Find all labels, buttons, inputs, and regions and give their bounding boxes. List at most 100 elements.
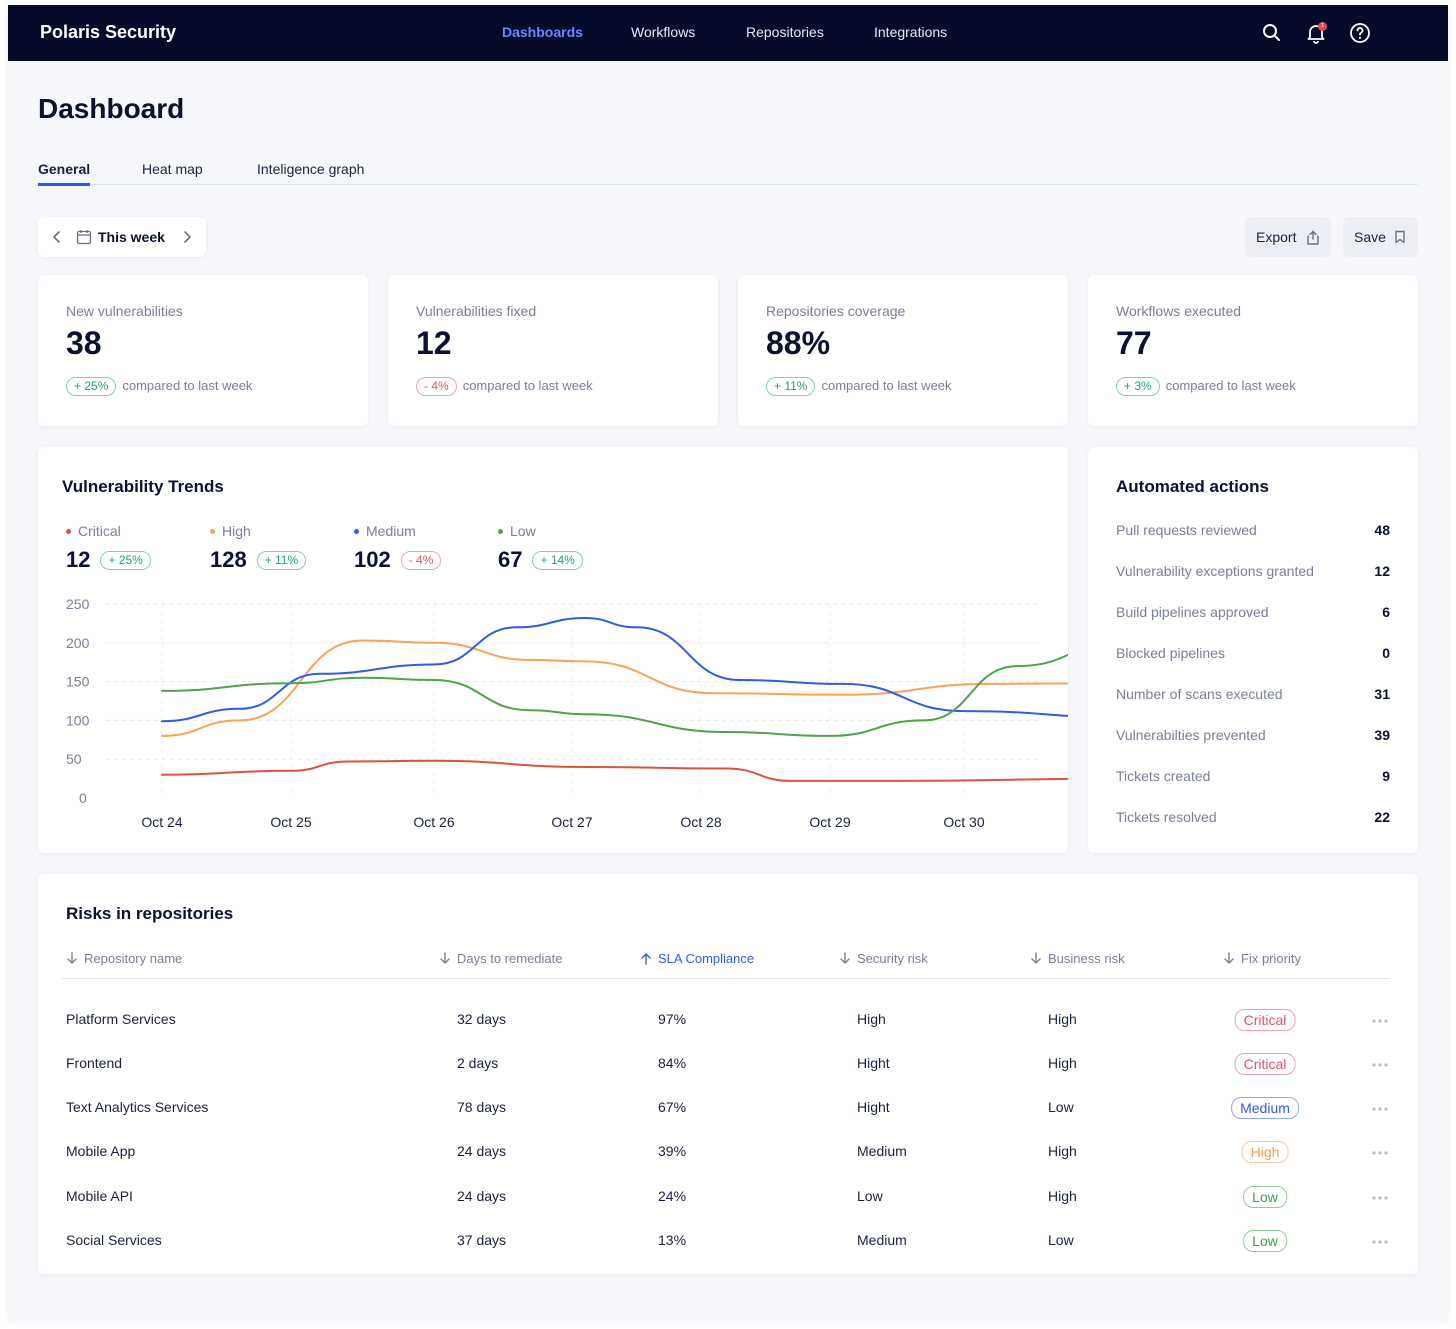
tab-general[interactable]: General	[38, 161, 91, 186]
legend-name: Critical	[78, 523, 121, 539]
action-row: Vulnerability exceptions granted 12	[1116, 563, 1390, 583]
brand-logo[interactable]: Polaris Security	[40, 22, 177, 42]
export-button-label: Export	[1256, 229, 1297, 245]
more-options-icon[interactable]	[1370, 1099, 1390, 1119]
x-tick-label: Oct 26	[413, 814, 454, 830]
security-risk-cell: Low	[857, 1188, 883, 1204]
save-button[interactable]: Save	[1343, 217, 1418, 257]
period-selector: This week	[38, 217, 206, 257]
column-header-days-to-remediate[interactable]: Days to remediate	[439, 951, 563, 966]
column-header-business-risk[interactable]: Business risk	[1030, 951, 1125, 966]
vulnerability-trends-card: Vulnerability Trends Critical 12 + 25% Hi…	[38, 447, 1068, 853]
y-tick-label: 50	[66, 751, 82, 767]
chevron-left-icon[interactable]	[50, 229, 64, 245]
tab-intelligence-graph[interactable]: Inteligence graph	[257, 161, 365, 177]
column-header-fix-priority[interactable]: Fix priority	[1223, 951, 1301, 966]
legend-medium[interactable]: Medium 102 - 4%	[354, 523, 442, 573]
action-label: Number of scans executed	[1116, 686, 1283, 702]
action-label: Pull requests reviewed	[1116, 522, 1257, 538]
repository-name-cell: Platform Services	[66, 1011, 176, 1027]
action-label: Blocked pipelines	[1116, 645, 1225, 661]
legend-value: 128	[210, 547, 247, 572]
repository-name-cell: Mobile API	[66, 1188, 133, 1204]
column-header-sla-compliance[interactable]: SLA Compliance	[640, 951, 754, 966]
action-row: Tickets resolved 22	[1116, 809, 1390, 829]
legend-low[interactable]: Low 67 + 14%	[498, 523, 583, 573]
stat-card-workflows-executed: Workflows executed 77 + 3% compared to la…	[1088, 275, 1418, 426]
bell-icon[interactable]: 1	[1304, 21, 1328, 45]
legend-value: 67	[498, 547, 523, 572]
stat-card-vulnerabilities-fixed: Vulnerabilities fixed 12 - 4% compared to…	[388, 275, 718, 426]
fix-priority-badge: Low	[1243, 1186, 1287, 1208]
column-header-label: Repository name	[84, 951, 183, 966]
nav-dashboards[interactable]: Dashboards	[502, 24, 583, 40]
bookmark-icon	[1395, 230, 1405, 244]
medium-dot-icon	[354, 528, 359, 534]
nav-workflows[interactable]: Workflows	[631, 24, 696, 40]
delta-badge: - 4%	[400, 550, 442, 570]
arrow-down-icon	[440, 952, 450, 964]
more-options-icon[interactable]	[1370, 1011, 1390, 1031]
period-label[interactable]: This week	[98, 229, 165, 245]
export-button[interactable]: Export	[1245, 217, 1331, 257]
nav-repositories[interactable]: Repositories	[746, 24, 824, 40]
days-to-remediate-cell: 2 days	[457, 1055, 499, 1071]
more-options-icon[interactable]	[1370, 1232, 1390, 1252]
comparison-text: compared to last week	[821, 378, 952, 393]
delta-badge: + 25%	[100, 550, 151, 570]
table-row[interactable]: Frontend 2 days 84% Hight High Critical	[38, 1053, 1418, 1079]
business-risk-cell: High	[1048, 1055, 1077, 1071]
stat-card-new-vulnerabilities: New vulnerabilities 38 + 25% compared to …	[38, 275, 368, 426]
legend-critical[interactable]: Critical 12 + 25%	[66, 523, 151, 573]
action-value: 9	[1382, 768, 1390, 784]
risks-in-repositories-card: Risks in repositories Repository name Da…	[38, 874, 1418, 1274]
table-row[interactable]: Text Analytics Services 78 days 67% Hight Lo…	[38, 1097, 1418, 1123]
calendar-icon	[76, 229, 92, 245]
stat-comparison: - 4% compared to last week	[416, 377, 593, 396]
action-row: Build pipelines approved 6	[1116, 604, 1390, 624]
y-tick-label: 150	[66, 674, 90, 690]
tab-heat-map[interactable]: Heat map	[142, 161, 203, 177]
action-value: 31	[1374, 686, 1390, 702]
sla-compliance-cell: 97%	[658, 1011, 687, 1027]
fix-priority-badge: High	[1241, 1141, 1289, 1163]
business-risk-cell: Low	[1048, 1099, 1074, 1115]
top-navigation-bar: Polaris Security Dashboards Workflows Re…	[8, 5, 1448, 61]
repository-name-cell: Mobile App	[66, 1143, 136, 1159]
more-options-icon[interactable]	[1370, 1188, 1390, 1208]
action-label: Vulnerabilties prevented	[1116, 727, 1266, 743]
help-icon[interactable]	[1348, 21, 1372, 45]
y-tick-label: 0	[79, 790, 87, 806]
stat-comparison: + 11% compared to last week	[766, 377, 952, 396]
action-value: 12	[1374, 563, 1390, 579]
action-value: 6	[1382, 604, 1390, 620]
sla-compliance-cell: 39%	[658, 1143, 687, 1159]
table-row[interactable]: Platform Services 32 days 97% High High Criti…	[38, 1009, 1418, 1035]
table-row[interactable]: Mobile App 24 days 39% Medium High High	[38, 1141, 1418, 1167]
column-header-security-risk[interactable]: Security risk	[839, 951, 928, 966]
stat-label: New vulnerabilities	[66, 303, 183, 319]
more-options-icon[interactable]	[1370, 1143, 1390, 1163]
action-label: Build pipelines approved	[1116, 604, 1269, 620]
business-risk-cell: High	[1048, 1143, 1077, 1159]
column-header-label: SLA Compliance	[658, 951, 755, 966]
fix-priority-badge: Medium	[1231, 1097, 1299, 1119]
table-row[interactable]: Social Services 37 days 13% Medium Low Low	[38, 1230, 1418, 1256]
x-tick-label: Oct 24	[141, 814, 182, 830]
legend-high[interactable]: High 128 + 11%	[210, 523, 307, 573]
security-risk-cell: Hight	[857, 1099, 890, 1115]
action-label: Tickets resolved	[1116, 809, 1217, 825]
business-risk-cell: High	[1048, 1188, 1077, 1204]
search-icon[interactable]	[1260, 21, 1284, 45]
repository-name-cell: Text Analytics Services	[66, 1099, 209, 1115]
series-line-low	[161, 653, 1068, 737]
days-to-remediate-cell: 24 days	[457, 1143, 507, 1159]
chevron-right-icon[interactable]	[180, 229, 194, 245]
column-header-repository-name[interactable]: Repository name	[66, 951, 182, 966]
page-title: Dashboard	[38, 93, 185, 124]
more-options-icon[interactable]	[1370, 1055, 1390, 1075]
stat-value: 77	[1116, 325, 1152, 361]
nav-integrations[interactable]: Integrations	[874, 24, 948, 40]
business-risk-cell: Low	[1048, 1232, 1074, 1248]
table-row[interactable]: Mobile API 24 days 24% Low High Low	[38, 1186, 1418, 1212]
